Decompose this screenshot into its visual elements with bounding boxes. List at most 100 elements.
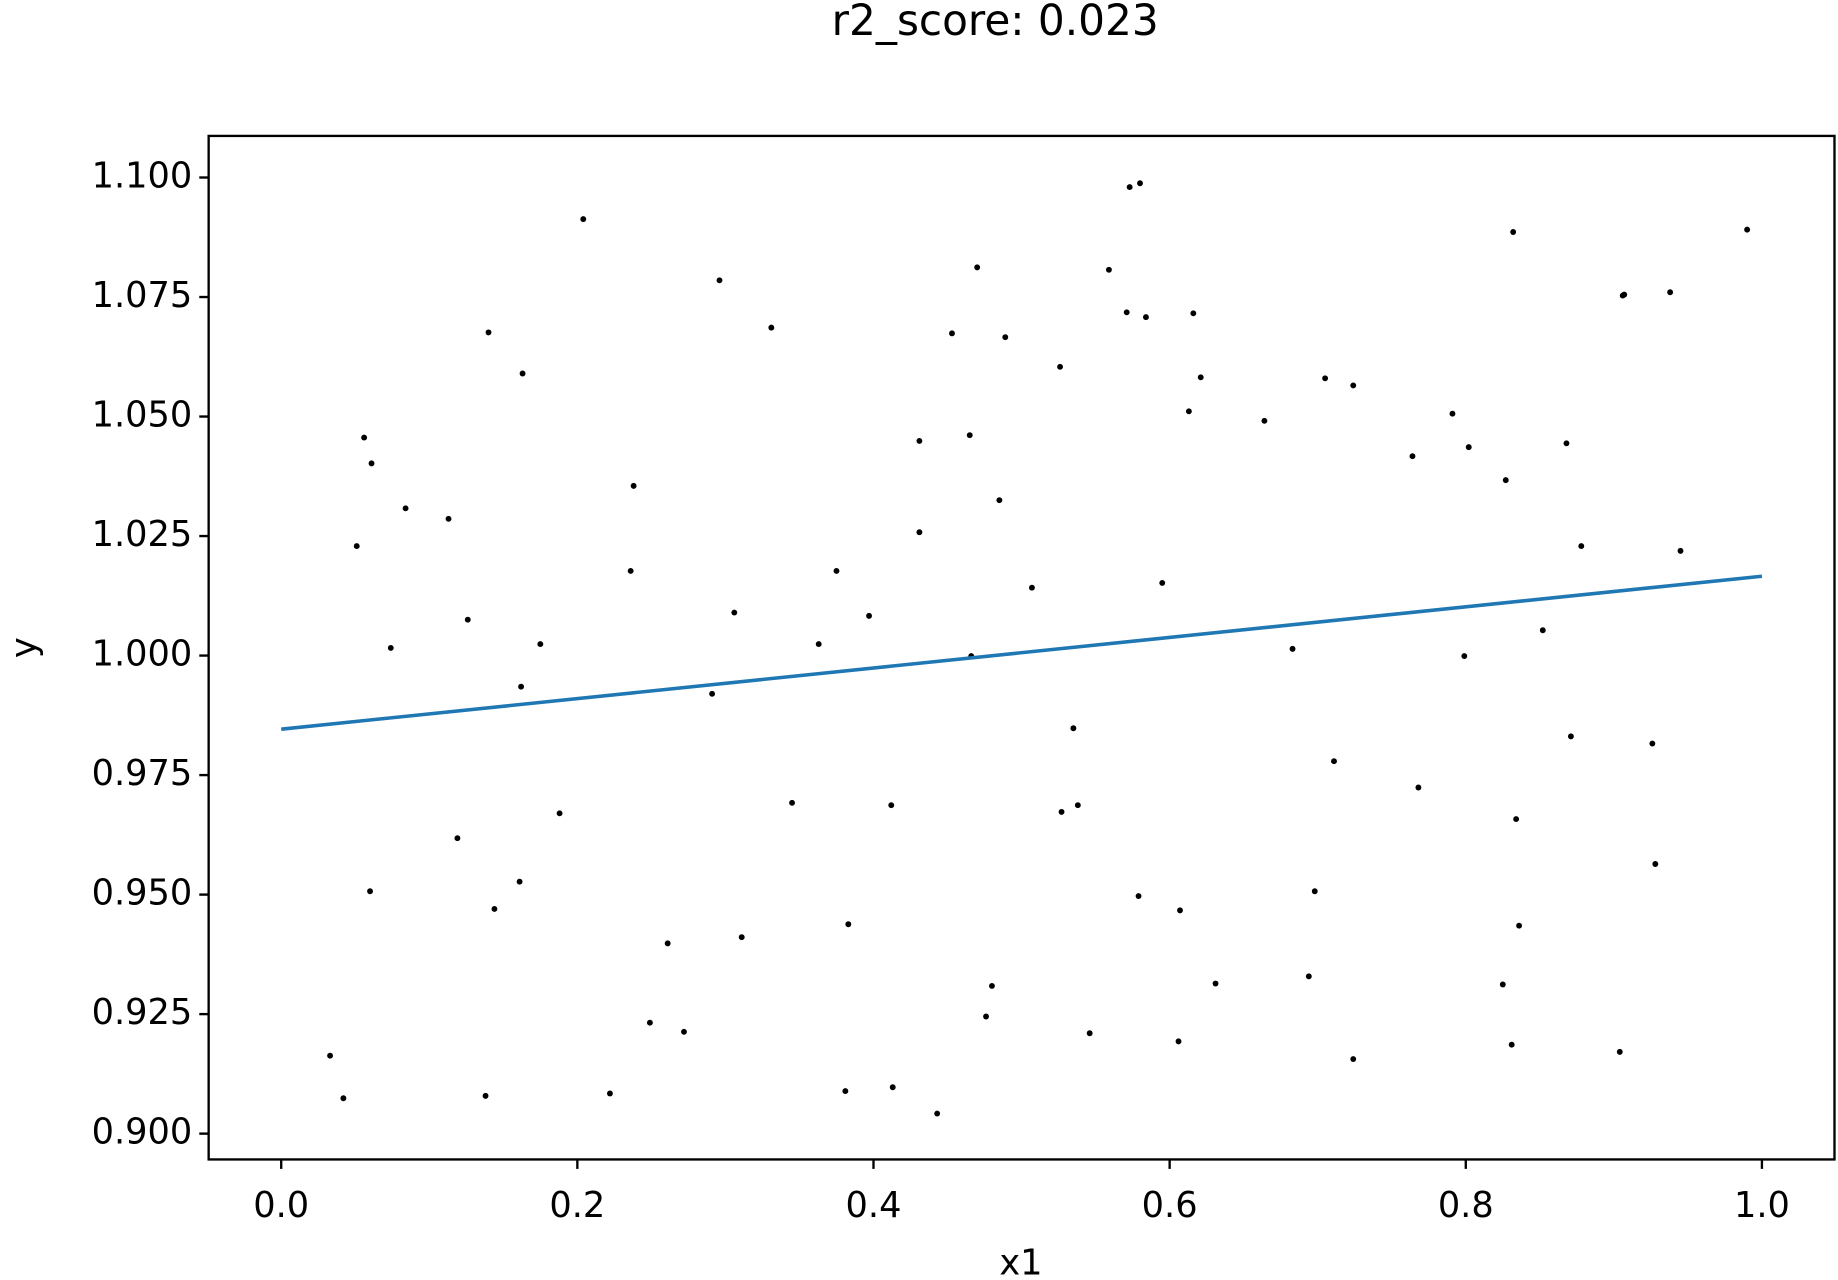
data-point	[516, 878, 523, 885]
data-point	[1567, 733, 1574, 740]
data-point	[1350, 382, 1357, 389]
data-point	[646, 1019, 653, 1026]
data-point	[367, 888, 373, 895]
data-point	[789, 799, 795, 806]
data-point	[1465, 444, 1472, 451]
x-tick-label: 0.4	[846, 1185, 902, 1226]
chart-title: r2_score: 0.023	[832, 0, 1159, 45]
data-point	[1578, 543, 1585, 550]
data-point	[842, 1088, 849, 1095]
data-point	[1516, 922, 1523, 929]
y-tick-label: 1.050	[92, 394, 193, 435]
data-point	[949, 330, 955, 337]
data-point	[1105, 266, 1112, 273]
data-point	[889, 1084, 896, 1091]
data-point	[1415, 784, 1422, 791]
data-point	[1311, 888, 1318, 895]
data-point	[888, 802, 895, 809]
data-point	[1461, 653, 1468, 660]
data-point	[1137, 180, 1143, 187]
data-point	[1649, 740, 1656, 747]
y-tick-label: 0.950	[92, 873, 193, 914]
y-tick-label: 1.100	[92, 155, 193, 196]
data-point	[491, 905, 498, 912]
data-point	[518, 683, 525, 690]
data-point	[1086, 1030, 1093, 1037]
data-point	[1677, 547, 1684, 554]
data-point	[1305, 973, 1312, 980]
data-point	[1057, 363, 1063, 370]
data-point	[1261, 417, 1268, 424]
data-point	[1652, 861, 1659, 867]
data-point	[709, 690, 716, 697]
data-point	[327, 1052, 334, 1059]
data-point	[1510, 229, 1517, 235]
data-point	[361, 434, 368, 441]
plot-frame	[207, 134, 1836, 1161]
data-point	[353, 543, 360, 550]
data-point	[606, 1090, 613, 1097]
data-point	[716, 277, 723, 284]
data-point	[1508, 1041, 1515, 1048]
y-tick-label: 0.900	[92, 1112, 193, 1153]
x-tick-label: 0.8	[1438, 1185, 1494, 1226]
data-point	[556, 810, 563, 817]
data-point	[1143, 314, 1149, 321]
data-point	[627, 567, 634, 574]
data-point	[1449, 410, 1456, 417]
data-point	[866, 612, 872, 619]
fit-line	[281, 574, 1763, 731]
data-point	[1322, 375, 1329, 382]
data-point	[1499, 981, 1506, 988]
data-point	[1070, 725, 1077, 732]
data-point	[1185, 408, 1192, 415]
data-point	[989, 982, 995, 989]
data-point	[833, 567, 840, 574]
data-point	[731, 609, 738, 616]
data-point	[537, 641, 544, 648]
data-point	[1126, 184, 1133, 191]
data-point	[445, 515, 452, 522]
data-point	[768, 324, 775, 331]
x-tick-label: 0.2	[549, 1185, 605, 1226]
data-point	[454, 835, 461, 842]
data-point	[983, 1013, 989, 1020]
data-point	[482, 1092, 489, 1099]
data-point	[340, 1095, 347, 1102]
y-tick-label: 1.000	[92, 633, 193, 674]
data-point	[738, 934, 745, 941]
data-point	[681, 1028, 687, 1035]
y-tick-label: 1.025	[92, 514, 193, 555]
data-point	[916, 529, 923, 536]
data-point	[387, 644, 394, 651]
data-point	[1513, 816, 1520, 823]
data-point	[1409, 453, 1416, 460]
data-point	[402, 505, 409, 512]
data-point	[1212, 980, 1219, 987]
data-point	[464, 616, 471, 623]
data-point	[1123, 309, 1130, 316]
data-point	[580, 216, 587, 223]
y-axis-label: y	[4, 637, 45, 658]
data-point	[1539, 627, 1546, 634]
y-tick-label: 1.075	[92, 275, 193, 316]
y-tick-label: 0.975	[92, 753, 193, 794]
data-point	[1616, 1048, 1623, 1055]
data-point	[845, 921, 852, 928]
data-point	[934, 1110, 941, 1117]
data-point	[368, 460, 375, 467]
data-point	[485, 329, 492, 336]
data-point	[1058, 808, 1065, 815]
x-axis-label: x1	[999, 1243, 1042, 1280]
data-point	[1190, 310, 1197, 317]
data-point	[1350, 1056, 1357, 1063]
data-point	[1177, 907, 1183, 914]
y-tick-label: 0.925	[92, 992, 193, 1033]
data-point	[1159, 579, 1166, 586]
data-point	[1002, 334, 1009, 341]
data-point	[916, 437, 923, 444]
data-point	[815, 641, 822, 648]
data-point	[1029, 584, 1035, 591]
data-point	[1331, 758, 1337, 765]
